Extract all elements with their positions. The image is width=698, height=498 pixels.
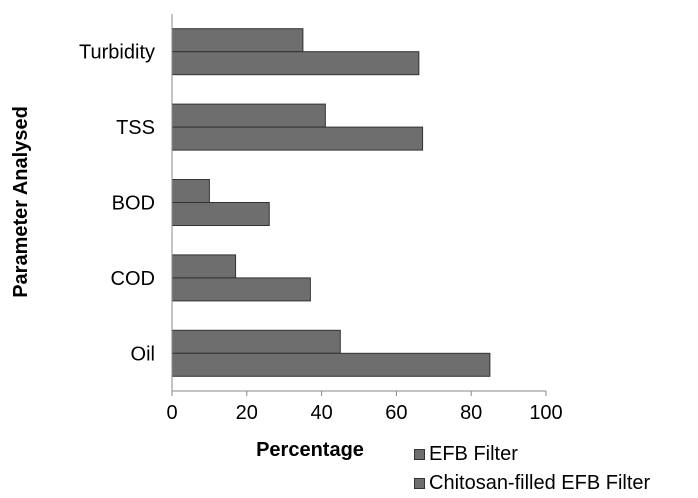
bar-turbidity-series-1 — [171, 51, 420, 76]
x-axis-title: Percentage — [256, 439, 364, 461]
x-tick-label-60: 60 — [385, 402, 407, 424]
x-tick-label-80: 80 — [460, 402, 482, 424]
bars-group — [171, 28, 491, 377]
legend-item-chitosan: Chitosan-filled EFB Filter — [414, 469, 650, 498]
x-tick-label-0: 0 — [166, 402, 177, 424]
y-tick-label-oil: Oil — [131, 343, 155, 365]
x-axis-ticks: 0 20 40 60 80 100 — [166, 391, 563, 424]
legend-label-efb: EFB Filter — [429, 443, 518, 465]
legend: EFB Filter Chitosan-filled EFB Filter — [414, 440, 650, 498]
bar-cod-series-1 — [171, 277, 311, 302]
y-tick-label-bod: BOD — [112, 193, 155, 215]
bar-cod-series-0 — [171, 254, 237, 279]
bar-tss-series-0 — [171, 103, 326, 128]
y-tick-label-cod: COD — [111, 268, 155, 290]
x-tick-label-20: 20 — [236, 402, 258, 424]
y-axis-labels: Turbidity TSS BOD COD Oil — [79, 42, 155, 366]
x-tick-label-100: 100 — [529, 402, 562, 424]
legend-swatch-efb — [414, 449, 425, 460]
y-tick-label-turbidity: Turbidity — [79, 42, 155, 64]
bar-bod-series-1 — [171, 202, 270, 226]
bar-turbidity-series-0 — [171, 28, 304, 53]
legend-item-efb: EFB Filter — [414, 440, 650, 469]
y-axis-title: Parameter Analysed — [10, 106, 32, 298]
legend-swatch-chitosan — [414, 478, 425, 489]
bar-oil-series-1 — [171, 352, 491, 377]
bar-bod-series-0 — [171, 179, 210, 203]
y-tick-label-tss: TSS — [116, 117, 155, 139]
bar-tss-series-1 — [171, 126, 424, 151]
bar-oil-series-0 — [171, 329, 341, 354]
legend-label-chitosan: Chitosan-filled EFB Filter — [429, 472, 651, 494]
x-tick-label-40: 40 — [310, 402, 332, 424]
